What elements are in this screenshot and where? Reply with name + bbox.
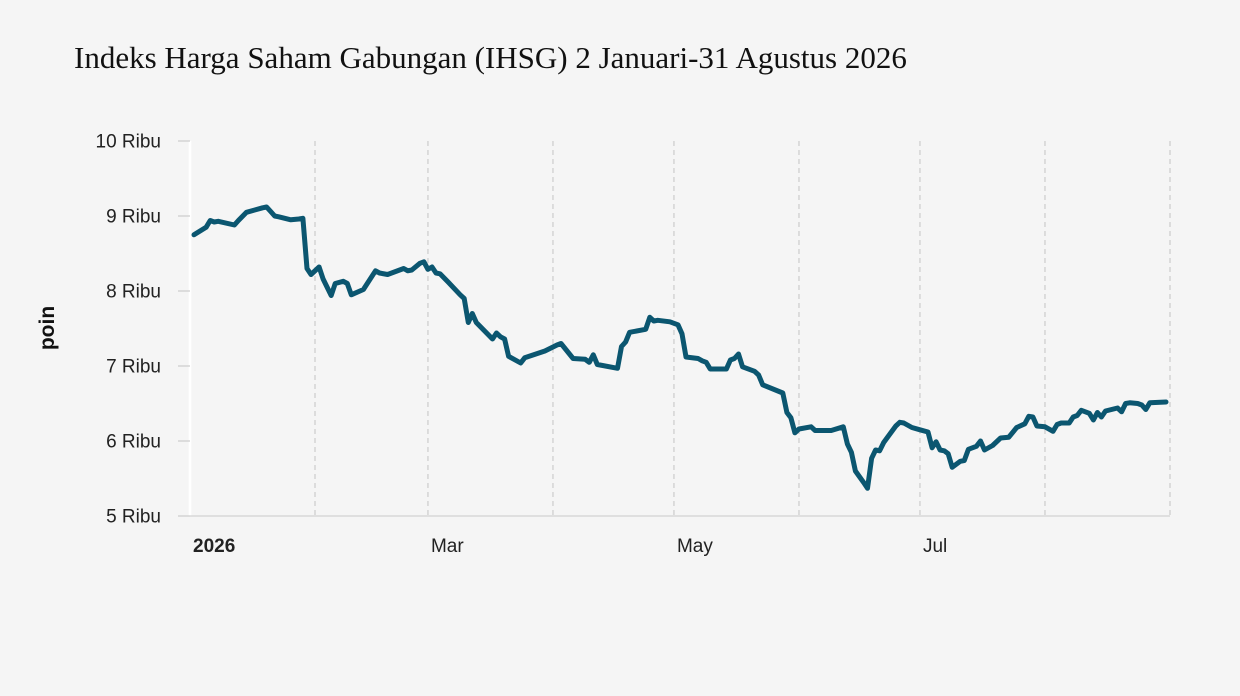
x-tick-label: 2026 — [193, 536, 235, 557]
y-tick-label: 10 Ribu — [96, 132, 162, 153]
x-tick-label: May — [677, 536, 713, 557]
x-gridlines — [314, 141, 1171, 516]
x-tick-label: Mar — [431, 536, 464, 557]
y-tick-label: 9 Ribu — [106, 207, 161, 228]
y-tick-label: 8 Ribu — [106, 282, 161, 303]
x-ticks: 2026 Mar May Jul — [193, 536, 947, 557]
chart-title: Indeks Harga Saham Gabungan (IHSG) 2 Jan… — [74, 40, 907, 75]
x-tick-label: Jul — [923, 536, 947, 557]
y-tick-label: 7 Ribu — [106, 357, 161, 378]
series-layer — [191, 204, 1169, 491]
y-ticks: 10 Ribu 9 Ribu 8 Ribu 7 Ribu 6 Ribu 5 Ribu — [96, 132, 190, 528]
axes — [188, 141, 1170, 517]
y-tick-label: 5 Ribu — [106, 507, 161, 528]
y-tick-label: 6 Ribu — [106, 432, 161, 453]
y-axis-label: poin — [36, 306, 59, 350]
series-line — [191, 204, 1169, 491]
